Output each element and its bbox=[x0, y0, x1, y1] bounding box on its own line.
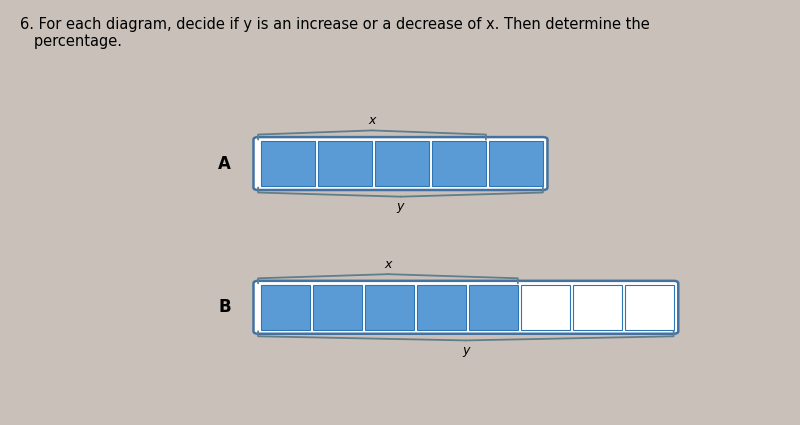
Bar bbox=[489, 141, 543, 186]
Bar bbox=[261, 285, 310, 329]
Bar bbox=[365, 285, 414, 329]
Bar bbox=[432, 141, 486, 186]
Text: x: x bbox=[368, 114, 376, 127]
Text: 6. For each diagram, decide if y is an increase or a decrease of x. Then determi: 6. For each diagram, decide if y is an i… bbox=[19, 17, 650, 49]
Bar bbox=[313, 285, 362, 329]
Bar bbox=[375, 141, 429, 186]
Bar bbox=[573, 285, 622, 329]
Text: A: A bbox=[218, 155, 231, 173]
Text: B: B bbox=[218, 298, 231, 316]
Bar bbox=[318, 141, 372, 186]
Bar bbox=[469, 285, 518, 329]
Text: y: y bbox=[462, 344, 470, 357]
Bar bbox=[521, 285, 570, 329]
FancyBboxPatch shape bbox=[254, 137, 547, 190]
Bar bbox=[625, 285, 674, 329]
Text: y: y bbox=[397, 200, 404, 213]
Bar bbox=[417, 285, 466, 329]
Bar bbox=[261, 141, 315, 186]
FancyBboxPatch shape bbox=[254, 281, 678, 334]
Text: x: x bbox=[384, 258, 392, 271]
